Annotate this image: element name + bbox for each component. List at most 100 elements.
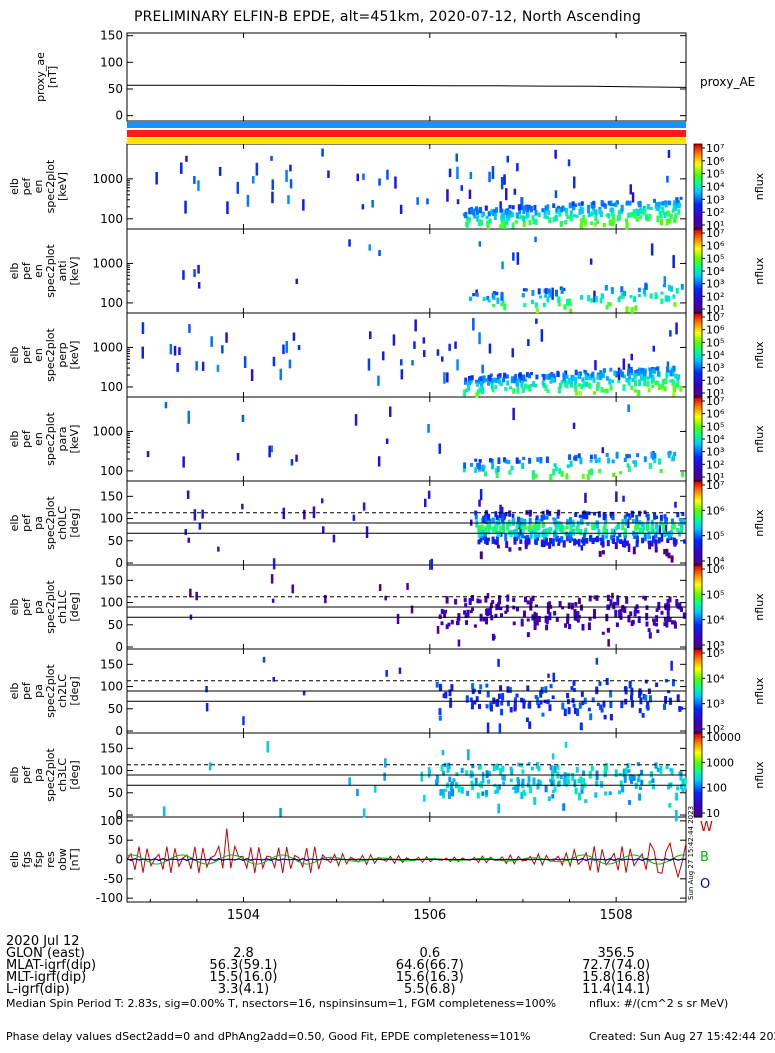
flux-pixel	[659, 468, 663, 473]
flux-pixel	[548, 217, 552, 224]
flux-pixel	[671, 522, 675, 526]
colorbar-segment	[694, 619, 702, 623]
flux-pixel	[673, 200, 677, 205]
flux-pixel	[439, 685, 443, 692]
flux-pixel	[613, 601, 616, 606]
y-axis-label-line: spec2plot	[44, 244, 57, 298]
flux-pixel	[675, 599, 679, 607]
fgs-legend-O: O	[700, 877, 710, 892]
flux-pixel	[572, 206, 576, 210]
flux-pixel	[295, 454, 298, 462]
flux-pixel	[446, 765, 450, 773]
colorbar-segment	[694, 271, 702, 274]
flux-pixel	[520, 380, 524, 384]
flux-pixel	[481, 387, 485, 395]
flux-pixel	[634, 379, 637, 387]
colorbar-segment	[694, 523, 702, 526]
flux-pixel	[588, 595, 592, 602]
colorbar-segment	[694, 209, 702, 213]
flux-pixel	[661, 207, 665, 214]
flux-pixel	[448, 689, 452, 697]
colorbar-tick-label: 10⁵	[706, 168, 724, 181]
flux-pixel	[632, 546, 636, 555]
flux-pixel	[600, 541, 604, 546]
colorbar-segment	[694, 659, 702, 663]
colorbar-segment	[694, 491, 702, 495]
colorbar-segment	[694, 628, 702, 631]
flux-pixel	[440, 764, 444, 772]
flux-pixel	[567, 159, 571, 167]
flux-pixel	[490, 209, 494, 215]
flux-pixel	[508, 521, 512, 527]
colorbar-segment	[694, 239, 702, 243]
flux-pixel	[615, 451, 619, 459]
flux-pixel	[511, 222, 515, 229]
flux-pixel	[452, 778, 456, 783]
footer-left: Median Spin Period T: 2.83s, sig=0.00% T…	[6, 976, 556, 1053]
flux-pixel	[640, 779, 644, 785]
flux-pixel	[627, 379, 631, 386]
proxy-ae-line	[127, 84, 687, 88]
flux-pixel	[609, 511, 613, 517]
flux-pixel	[554, 215, 558, 222]
colorbar-segment	[694, 344, 702, 348]
flux-pixel	[593, 595, 597, 600]
flux-pixel	[444, 691, 448, 699]
flux-pixel	[660, 291, 664, 295]
colorbar-segment	[694, 770, 702, 774]
flux-pixel	[551, 770, 554, 777]
flux-pixel	[562, 373, 566, 381]
flux-pixel	[640, 374, 644, 381]
colorbar-segment	[694, 502, 702, 505]
flux-pixel	[521, 527, 525, 533]
colorbar-segment	[694, 594, 702, 598]
flux-pixel	[460, 786, 464, 794]
flux-pixel	[246, 194, 250, 207]
flux-pixel	[497, 517, 501, 526]
y-tick-label: 100	[100, 512, 123, 526]
flux-pixel	[623, 514, 627, 518]
flux-pixel	[471, 783, 475, 791]
y-tick-label: 100	[100, 814, 123, 828]
y-tick-label: 100	[100, 212, 123, 226]
flux-pixel	[295, 278, 298, 284]
flux-pixel	[496, 530, 500, 537]
flux-pixel	[535, 374, 539, 380]
flux-pixel	[534, 218, 538, 226]
flux-pixel	[565, 374, 569, 379]
flux-pixel	[587, 707, 591, 712]
flux-pixel	[217, 546, 220, 552]
flux-pixel	[623, 540, 627, 548]
flux-pixel	[535, 621, 539, 626]
flux-pixel	[582, 778, 586, 783]
pa-spectrogram-6	[189, 574, 686, 647]
flux-pixel	[600, 707, 604, 713]
colorbar-segment	[694, 378, 702, 381]
flux-pixel	[566, 778, 570, 785]
flux-pixel	[663, 386, 667, 392]
flux-pixel	[441, 749, 445, 756]
colorbar-segment	[694, 180, 702, 183]
flux-pixel	[497, 457, 501, 464]
y-axis-label-line: spec2plot	[44, 748, 57, 802]
flux-pixel	[520, 618, 524, 627]
colorbar-segment	[694, 203, 702, 207]
flux-pixel	[502, 377, 506, 383]
flux-pixel	[182, 456, 185, 468]
flux-pixel	[587, 382, 591, 389]
flux-pixel	[507, 700, 510, 707]
colorbar-segment	[694, 712, 702, 715]
flux-pixel	[449, 701, 453, 708]
flux-pixel	[427, 767, 431, 778]
flux-pixel	[574, 602, 578, 607]
flux-pixel	[195, 591, 198, 601]
flux-pixel	[544, 288, 548, 295]
flux-pixel	[580, 545, 584, 551]
flux-pixel	[572, 528, 576, 533]
flux-pixel	[499, 525, 503, 531]
flux-pixel	[629, 295, 633, 299]
flux-pixel	[555, 537, 559, 542]
colorbar-segment	[694, 714, 702, 717]
flux-pixel	[635, 514, 639, 523]
colorbar-segment	[694, 277, 702, 280]
